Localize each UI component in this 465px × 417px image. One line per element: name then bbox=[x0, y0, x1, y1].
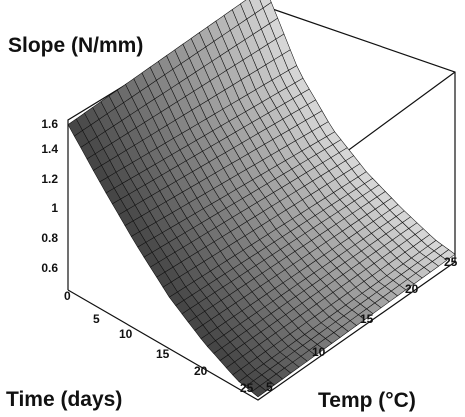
z-tick-label: 1.4 bbox=[41, 142, 58, 156]
time-tick-label: 20 bbox=[194, 364, 208, 378]
z-tick-label: 1.6 bbox=[41, 117, 58, 131]
temp-axis-title: Temp (°C) bbox=[318, 389, 416, 412]
z-tick-label: 0.6 bbox=[41, 261, 58, 275]
z-axis: 0.6 0.8 1 1.2 1.4 1.6 bbox=[41, 117, 58, 275]
time-tick-label: 15 bbox=[156, 347, 170, 361]
box-front bbox=[67, 261, 456, 401]
temp-tick-label: 10 bbox=[312, 345, 326, 359]
z-tick-label: 1.2 bbox=[41, 172, 58, 186]
time-tick-label: 25 bbox=[240, 381, 254, 395]
surface-cell bbox=[251, 385, 267, 398]
surface-mesh bbox=[67, 0, 456, 398]
temp-tick-label: 20 bbox=[405, 282, 419, 296]
time-axis: 0 5 10 15 20 25 bbox=[64, 289, 254, 395]
temp-tick-label: 25 bbox=[444, 255, 458, 269]
time-tick-label: 10 bbox=[119, 327, 133, 341]
z-tick-label: 1 bbox=[51, 201, 58, 215]
time-tick-label: 0 bbox=[64, 289, 71, 303]
temp-axis: 5 10 15 20 25 bbox=[266, 255, 458, 394]
z-axis-title: Slope (N/mm) bbox=[8, 34, 143, 57]
box-bottom-edge bbox=[67, 261, 456, 401]
z-tick-label: 0.8 bbox=[41, 231, 58, 245]
temp-tick-label: 5 bbox=[266, 380, 273, 394]
time-tick-label: 5 bbox=[93, 312, 100, 326]
time-axis-title: Time (days) bbox=[6, 388, 122, 411]
temp-tick-label: 15 bbox=[360, 312, 374, 326]
